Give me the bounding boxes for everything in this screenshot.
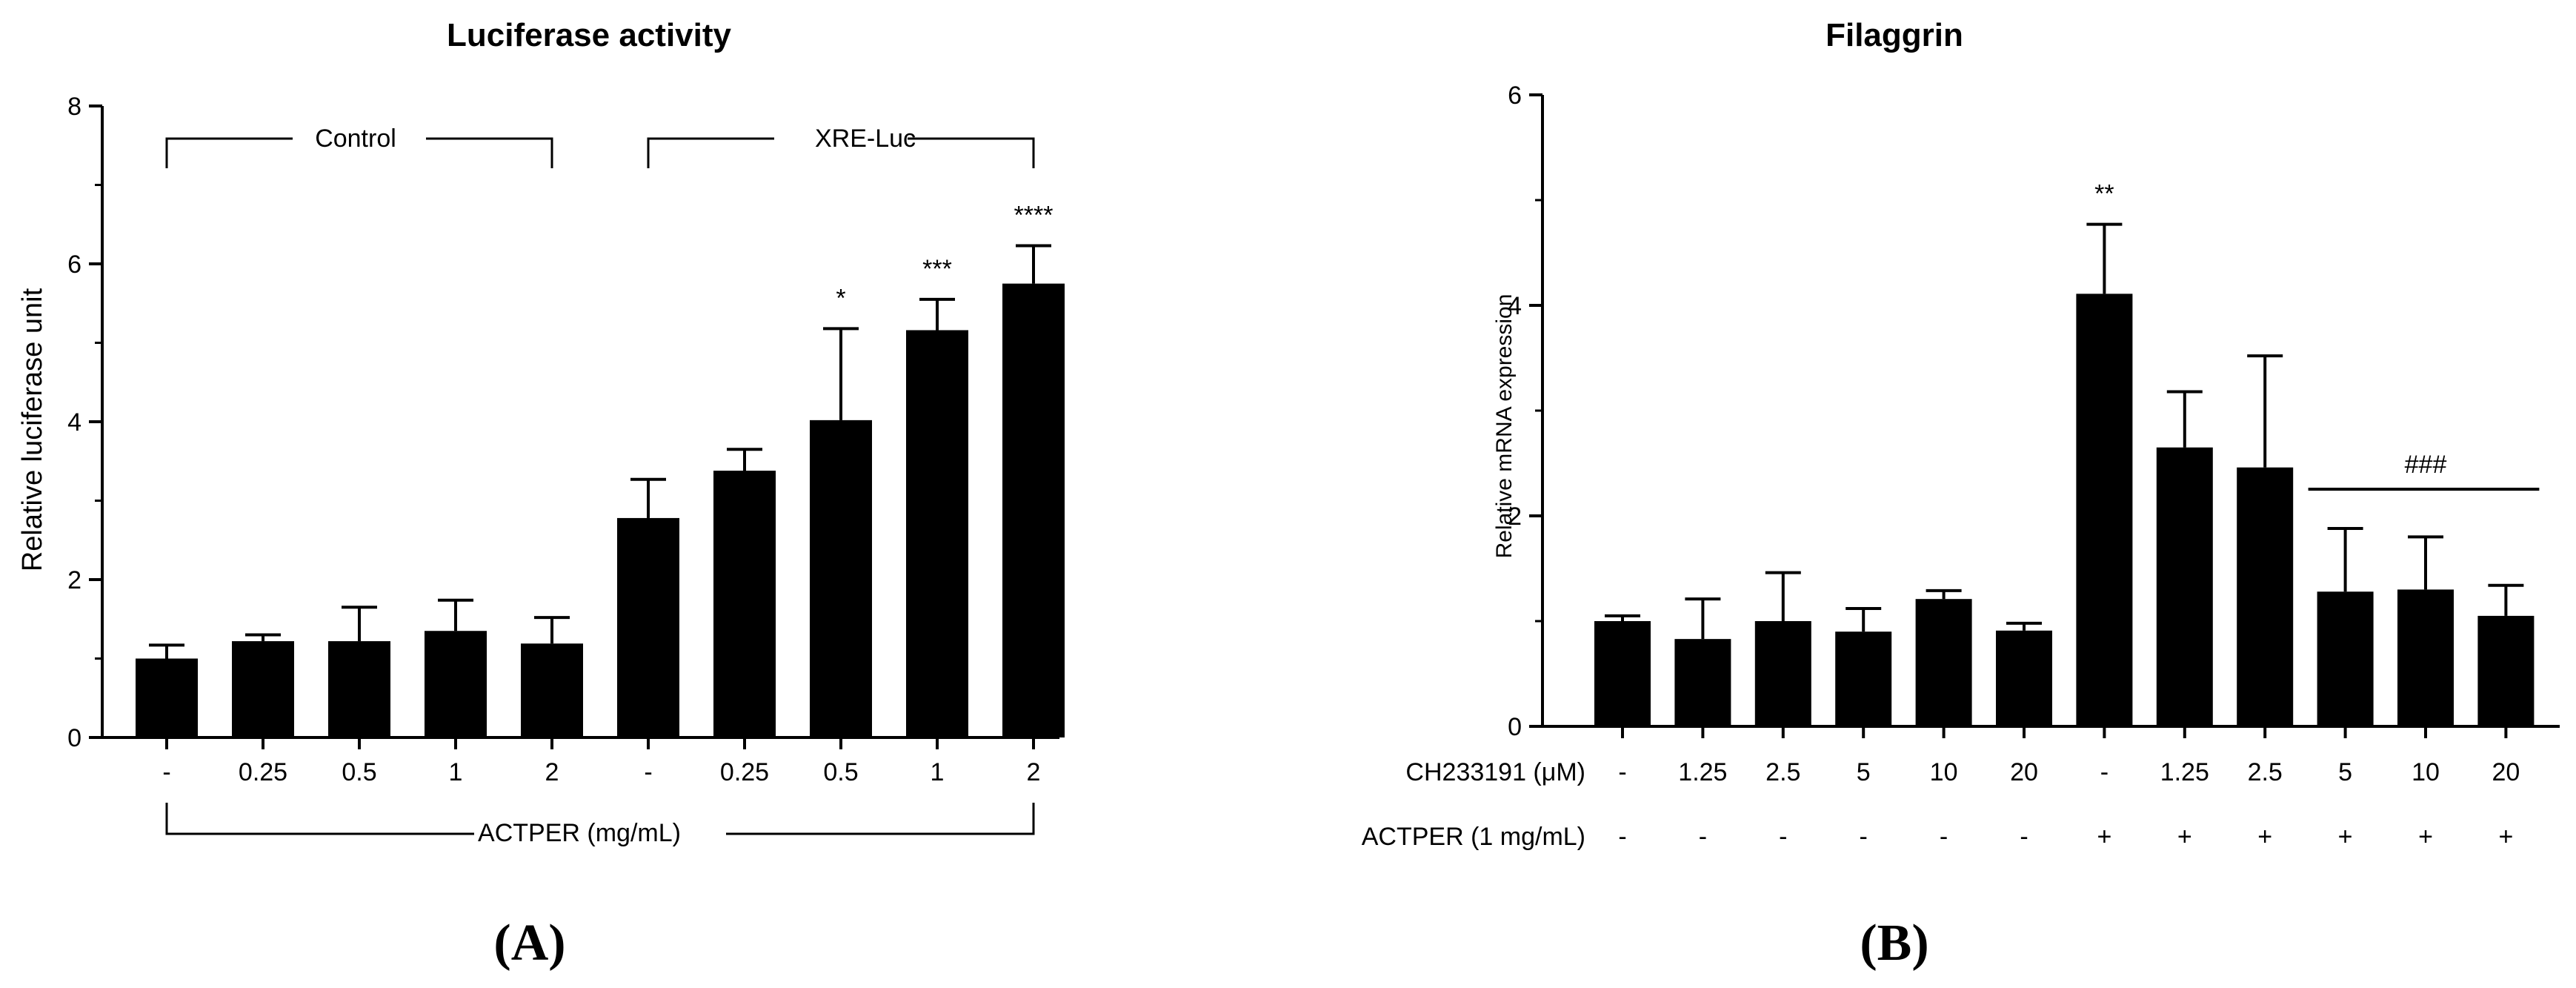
chart-a-y-tick-label: 4 xyxy=(67,408,81,437)
chart-a-significance-label: *** xyxy=(922,255,952,283)
chart-b-title: Filaggrin xyxy=(1826,17,1963,53)
chart-a-x-tick-label: 2 xyxy=(1027,758,1041,786)
chart-a-bar xyxy=(425,631,487,737)
chart-a-significance-label: * xyxy=(836,284,845,312)
chart-b-actper-label: - xyxy=(1779,823,1787,851)
chart-a-bar xyxy=(810,420,872,737)
chart-a-x-tick-label: - xyxy=(162,758,170,786)
chart-b-bar xyxy=(1915,599,1972,726)
chart-a-x-tick-label: 0.5 xyxy=(823,758,858,786)
chart-a-group-control-label: Control xyxy=(315,125,396,153)
chart-a-y-tick-label: 2 xyxy=(67,566,81,594)
chart-b-x-tick-label: 20 xyxy=(2010,758,2038,786)
chart-b-bar xyxy=(1674,639,1731,726)
chart-b-bar xyxy=(1835,631,1892,726)
chart-b-bar xyxy=(2076,294,2133,726)
chart-a-xlabel-bracket xyxy=(726,803,1035,835)
chart-a-bar xyxy=(713,471,776,737)
chart-a-group-bracket xyxy=(908,137,1035,168)
chart-b-row-label-ch: CH233191 (μM) xyxy=(1405,758,1585,786)
chart-a-significance-label: **** xyxy=(1014,202,1054,230)
chart-a-bar xyxy=(1002,283,1065,737)
chart-b-x-tick-label: 5 xyxy=(2338,758,2352,786)
chart-a-xlabel-bracket xyxy=(165,803,474,835)
chart-b-actper-label: + xyxy=(2177,823,2192,851)
chart-b-bar xyxy=(2237,467,2294,726)
chart-b-x-tick-label: 5 xyxy=(1857,758,1871,786)
chart-b-x-tick-label: 2.5 xyxy=(2248,758,2283,786)
chart-a-x-tick-label: 0.25 xyxy=(239,758,287,786)
chart-a-title: Luciferase activity xyxy=(447,17,731,53)
chart-b-y-tick-label: 0 xyxy=(1508,713,1522,741)
chart-b-bar xyxy=(1996,630,2052,726)
chart-b-bar xyxy=(1754,621,1811,726)
chart-b-actper-label: - xyxy=(1618,823,1626,851)
chart-b-y-tick-label: 2 xyxy=(1508,503,1522,531)
chart-b-x-tick-label: 10 xyxy=(1930,758,1958,786)
chart-b-bar xyxy=(2397,589,2454,726)
chart-b-x-tick-label: - xyxy=(1618,758,1626,786)
chart-a-bar xyxy=(617,517,679,737)
chart-a: 0 2 4 6 8 - 0.25 0.5 1 2 - 0.25 0.5 * 1 *** 2 **** xyxy=(67,93,1065,835)
chart-a-xlabel: ACTPER (mg/mL) xyxy=(478,819,681,847)
chart-b-group-annotation: ### xyxy=(2405,451,2447,479)
chart-b-actper-label: + xyxy=(2338,823,2353,851)
chart-b-actper-label: - xyxy=(2020,823,2028,851)
chart-b-ylabel: Relative mRNA expression xyxy=(1492,294,1517,559)
chart-b-significance-label: ** xyxy=(2094,180,2114,208)
chart-a-bar xyxy=(906,330,968,738)
chart-a-bar xyxy=(136,658,198,737)
chart-a-bar xyxy=(232,641,294,737)
chart-a-x-tick-label: 0.25 xyxy=(720,758,769,786)
chart-b-x-tick-label: 1.25 xyxy=(1678,758,1727,786)
chart-b-x-tick-label: 10 xyxy=(2412,758,2440,786)
chart-a-group-bracket xyxy=(426,137,553,168)
chart-b-y-tick-label: 4 xyxy=(1508,292,1522,320)
chart-a-x-tick-label: 1 xyxy=(931,758,945,786)
chart-a-y-tick-label: 8 xyxy=(67,93,81,121)
chart-b-x-tick-label: 1.25 xyxy=(2160,758,2209,786)
chart-a-bar xyxy=(328,641,390,737)
chart-b-y-tick-label: 6 xyxy=(1508,82,1522,110)
chart-b-actper-label: - xyxy=(1860,823,1868,851)
chart-b-actper-label: - xyxy=(1699,823,1707,851)
chart-a-panel-label: (A) xyxy=(493,915,565,972)
chart-a-group-bracket xyxy=(165,137,293,168)
chart-a-bar xyxy=(521,643,583,737)
chart-a-x-tick-label: 2 xyxy=(545,758,559,786)
chart-b-x-tick-label: - xyxy=(2100,758,2109,786)
chart-b-bar xyxy=(1594,621,1651,726)
chart-b-bar xyxy=(2317,591,2374,726)
chart-a-x-tick-label: 0.5 xyxy=(342,758,376,786)
chart-a-ylabel: Relative luciferase unit xyxy=(17,288,48,571)
chart-b-x-tick-label: 2.5 xyxy=(1765,758,1800,786)
chart-b-bar xyxy=(2156,447,2213,726)
chart-a-y-tick-label: 6 xyxy=(67,251,81,279)
chart-b-actper-label: - xyxy=(1940,823,1948,851)
chart-b-actper-label: + xyxy=(2498,823,2513,851)
chart-b: 0 2 4 6 - 1.25 2.5 5 10 20 - ** 1.25 2.5 5 10 20 - - - - - - + +… xyxy=(1508,82,2560,851)
chart-a-x-tick-label: - xyxy=(644,758,652,786)
chart-b-x-tick-label: 20 xyxy=(2492,758,2520,786)
chart-a-x-tick-label: 1 xyxy=(449,758,463,786)
chart-b-actper-label: + xyxy=(2257,823,2272,851)
chart-a-group-bracket xyxy=(647,137,774,168)
chart-a-y-tick-label: 0 xyxy=(67,724,81,752)
chart-b-actper-label: + xyxy=(2097,823,2111,851)
chart-b-row-label-actper: ACTPER (1 mg/mL) xyxy=(1362,823,1585,851)
chart-b-panel-label: (B) xyxy=(1860,915,1928,972)
chart-a-group-xre-label: XRE-Luc xyxy=(815,125,916,153)
chart-b-actper-label: + xyxy=(2418,823,2433,851)
chart-b-bar xyxy=(2477,615,2535,726)
